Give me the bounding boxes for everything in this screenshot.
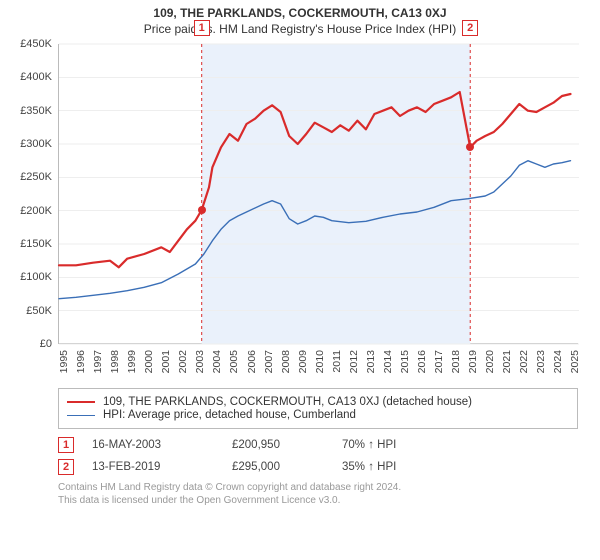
y-tick-label: £50K (26, 305, 52, 317)
y-tick-label: £200K (20, 205, 52, 217)
x-tick-label: 2003 (194, 350, 206, 373)
x-tick-label: 1996 (75, 350, 87, 373)
y-tick-label: £400K (20, 71, 52, 83)
event-marker-box: 2 (58, 459, 74, 475)
legend-label: 109, THE PARKLANDS, COCKERMOUTH, CA13 0X… (103, 396, 472, 408)
y-tick-label: £350K (20, 105, 52, 117)
event-date: 13-FEB-2019 (92, 461, 232, 473)
x-tick-label: 2001 (160, 350, 172, 373)
x-tick-label: 2013 (365, 350, 377, 373)
x-tick-label: 2022 (518, 350, 530, 373)
price-marker-label: 2 (462, 20, 478, 36)
x-tick-label: 2011 (331, 350, 343, 373)
legend-swatch (67, 401, 95, 403)
legend-swatch (67, 415, 95, 416)
x-tick-label: 2016 (416, 350, 428, 373)
event-row: 2 13-FEB-2019£295,00035% ↑ HPI (58, 459, 578, 475)
event-pct: 70% ↑ HPI (342, 439, 396, 451)
x-tick-label: 1998 (109, 350, 121, 373)
x-tick-label: 2000 (143, 350, 155, 373)
y-tick-label: £150K (20, 238, 52, 250)
x-axis-labels: 1995 1996 1997 1998 1999 2000 2001 2002 2003 2004… (58, 346, 578, 382)
x-tick-label: 1999 (126, 350, 138, 373)
price-marker-dot (198, 206, 206, 214)
x-tick-label: 2007 (263, 350, 275, 373)
y-tick-label: £250K (20, 171, 52, 183)
x-tick-label: 1995 (58, 350, 70, 373)
footer-line-1: Contains HM Land Registry data © Crown c… (58, 481, 590, 494)
x-tick-label: 2019 (467, 350, 479, 373)
footer-line-2: This data is licensed under the Open Gov… (58, 494, 590, 507)
legend: 109, THE PARKLANDS, COCKERMOUTH, CA13 0X… (58, 388, 578, 429)
y-tick-label: £300K (20, 138, 52, 150)
x-tick-label: 2024 (552, 350, 564, 373)
event-table: 1 16-MAY-2003£200,95070% ↑ HPI 2 13-FEB-201… (58, 437, 578, 475)
x-tick-label: 2023 (535, 350, 547, 373)
y-axis-labels: £0£50K£100K£150K£200K£250K£300K£350K£400… (10, 44, 54, 344)
x-tick-label: 2018 (450, 350, 462, 373)
x-tick-label: 2010 (314, 350, 326, 373)
y-tick-label: £100K (20, 271, 52, 283)
x-tick-label: 2002 (177, 350, 189, 373)
event-marker-box: 1 (58, 437, 74, 453)
x-tick-label: 2015 (399, 350, 411, 373)
event-date: 16-MAY-2003 (92, 439, 232, 451)
y-tick-label: £450K (20, 38, 52, 50)
x-tick-label: 2004 (211, 350, 223, 373)
chart: £0 £50K £100K £150K £200K £250K £300K £350K £400… (10, 44, 590, 384)
x-tick-label: 2014 (382, 350, 394, 373)
price-marker-dot (466, 143, 474, 151)
x-tick-label: 2025 (569, 350, 581, 373)
x-tick-label: 2006 (246, 350, 258, 373)
event-price: £295,000 (232, 461, 342, 473)
page-subtitle: Price paid vs. HM Land Registry's House … (10, 22, 590, 36)
x-tick-label: 1997 (92, 350, 104, 373)
legend-item: HPI: Average price, detached house, Cumb… (67, 409, 569, 421)
x-tick-label: 2020 (484, 350, 496, 373)
plot-area: 12 (58, 44, 578, 344)
price-marker-label: 1 (194, 20, 210, 36)
event-pct: 35% ↑ HPI (342, 461, 396, 473)
x-tick-label: 2017 (433, 350, 445, 373)
x-tick-label: 2012 (348, 350, 360, 373)
page-title: 109, THE PARKLANDS, COCKERMOUTH, CA13 0X… (10, 6, 590, 20)
x-tick-label: 2021 (501, 350, 513, 373)
y-tick-label: £0 (40, 338, 52, 350)
x-tick-label: 2005 (228, 350, 240, 373)
footer-text: Contains HM Land Registry data © Crown c… (58, 481, 590, 507)
legend-label: HPI: Average price, detached house, Cumb… (103, 409, 356, 421)
x-tick-label: 2008 (280, 350, 292, 373)
event-price: £200,950 (232, 439, 342, 451)
event-row: 1 16-MAY-2003£200,95070% ↑ HPI (58, 437, 578, 453)
x-tick-label: 2009 (297, 350, 309, 373)
legend-item: 109, THE PARKLANDS, COCKERMOUTH, CA13 0X… (67, 396, 569, 408)
